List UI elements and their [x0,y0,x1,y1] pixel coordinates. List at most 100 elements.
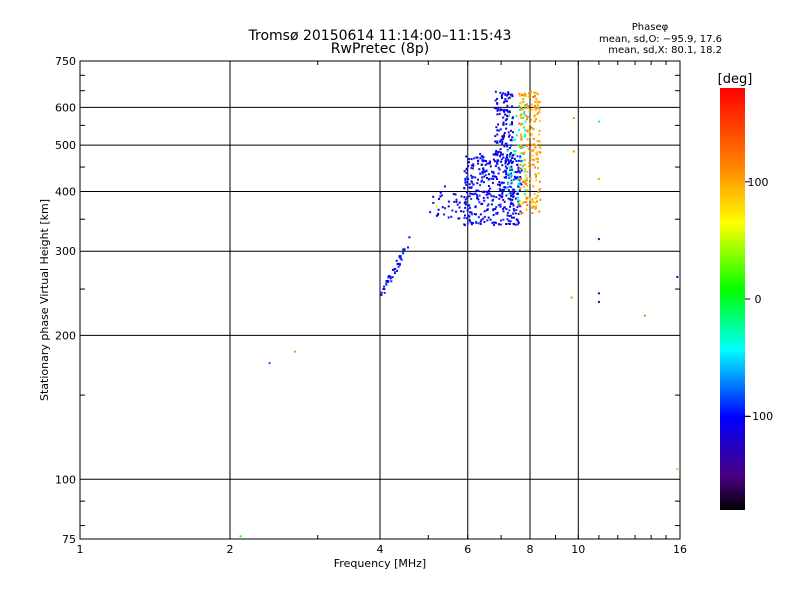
data-point [512,216,515,219]
data-point [523,151,526,154]
data-point [487,185,490,187]
data-point [572,150,575,153]
data-point [526,189,529,192]
data-point [531,154,534,157]
data-point [479,152,482,155]
data-point [504,94,507,96]
data-point [500,182,503,185]
data-point [468,183,471,186]
data-point [483,191,486,194]
data-point [522,126,525,129]
data-point [467,165,470,168]
data-point [526,184,529,187]
data-point [518,189,521,192]
data-point [503,132,506,134]
data-point [447,216,450,219]
data-point [525,195,528,198]
data-point [534,104,536,107]
data-point [538,146,541,149]
x-tick-label: 8 [527,543,534,556]
data-point [509,223,511,225]
data-point [535,152,538,155]
data-point [407,246,409,249]
data-point [514,212,517,215]
data-point [643,314,646,317]
data-point [499,139,502,142]
data-point [537,107,540,110]
data-point [525,178,528,181]
data-point [495,126,498,129]
data-point [508,110,511,113]
data-point [501,109,504,112]
data-point [488,178,491,180]
data-point [533,158,536,161]
data-point [530,203,533,206]
data-point [509,205,512,208]
data-point [502,170,505,173]
data-point [514,197,517,200]
data-point [527,105,530,108]
data-point [505,127,508,130]
data-point [488,162,491,165]
data-point [502,156,505,159]
data-point [506,153,509,156]
data-point [511,202,514,205]
data-point [463,202,466,205]
data-point [536,140,539,143]
data-point [506,100,508,103]
data-point [507,222,510,225]
data-point [525,115,528,118]
data-point [507,197,510,200]
data-point [495,107,497,110]
data-point [508,146,511,149]
data-point [479,172,482,175]
data-point [458,201,461,204]
data-point [518,199,521,202]
data-point [496,129,499,132]
data-point [496,178,498,180]
data-point [511,136,514,139]
phase-stats-heading: Phaseφ [632,22,669,33]
data-point [523,185,525,188]
data-point [478,194,481,197]
data-point [501,96,504,99]
data-point [482,167,484,170]
data-point [453,200,456,203]
data-point [498,181,501,183]
data-point [475,213,477,216]
data-point [471,177,474,179]
data-point [515,115,518,118]
data-point [528,161,531,164]
data-point [481,172,484,175]
data-point [493,175,496,178]
data-point [485,160,487,162]
data-point [534,205,537,208]
data-point [597,120,600,123]
data-point [494,153,497,156]
data-point [519,210,522,213]
data-point [464,206,467,209]
data-point [465,167,468,170]
data-point [518,179,521,182]
data-point [464,181,467,184]
data-point [486,177,489,179]
data-point [537,191,540,193]
data-point [528,130,531,133]
data-point [506,156,508,158]
data-point [520,135,523,138]
data-point [526,107,529,109]
data-point [529,135,531,138]
data-point [508,172,511,175]
data-point [508,166,511,169]
data-point [522,112,525,115]
data-point [497,204,500,207]
data-point [525,179,528,182]
data-point [497,106,500,109]
data-point [479,184,482,187]
data-point [523,180,526,183]
data-point [477,162,480,165]
data-point [528,110,530,113]
data-point [478,168,481,171]
data-point [443,213,446,216]
data-point [492,177,495,180]
